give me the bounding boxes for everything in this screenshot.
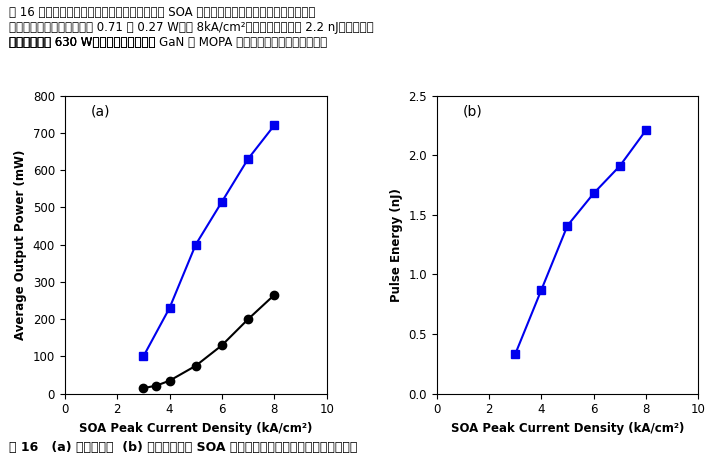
Text: 值功率估计为 630 W。这些是最高的基于: 值功率估计为 630 W。这些是最高的基于 [9, 36, 160, 49]
Text: (a): (a) [91, 104, 110, 118]
Text: (b): (b) [463, 104, 482, 118]
X-axis label: SOA Peak Current Density (kA/cm²): SOA Peak Current Density (kA/cm²) [79, 422, 312, 435]
Y-axis label: Average Output Power (mW): Average Output Power (mW) [14, 150, 27, 340]
Text: 冲调制的平均输出功率值为 0.71 和 0.27 W。在 8kA/cm²，脉冲能量估计为 2.2 nJ，相应的峰: 冲调制的平均输出功率值为 0.71 和 0.27 W。在 8kA/cm²，脉冲能… [9, 21, 374, 34]
Text: 图 16   (a) 平均输出和  (b) 脉冲能量值与 SOA 偏置电流密度的对应关系天津见合八方: 图 16 (a) 平均输出和 (b) 脉冲能量值与 SOA 偏置电流密度的对应关… [9, 441, 358, 454]
Text: 值功率估计为 630 W。这些是最高的基于 GaN 的 MOPA 产生的脉冲能量和峰值功率。: 值功率估计为 630 W。这些是最高的基于 GaN 的 MOPA 产生的脉冲能量… [9, 36, 328, 49]
Text: 图 16 显示了平均输出功率和估计脉冲能量值与 SOA 偏置电流密度的对应关系。有和没有脉: 图 16 显示了平均输出功率和估计脉冲能量值与 SOA 偏置电流密度的对应关系。… [9, 6, 316, 19]
Y-axis label: Pulse Energy (nJ): Pulse Energy (nJ) [390, 188, 402, 302]
Text: 值功率估计为 630 W。这些是最高的基于: 值功率估计为 630 W。这些是最高的基于 [9, 36, 160, 49]
X-axis label: SOA Peak Current Density (kA/cm²): SOA Peak Current Density (kA/cm²) [451, 422, 684, 435]
